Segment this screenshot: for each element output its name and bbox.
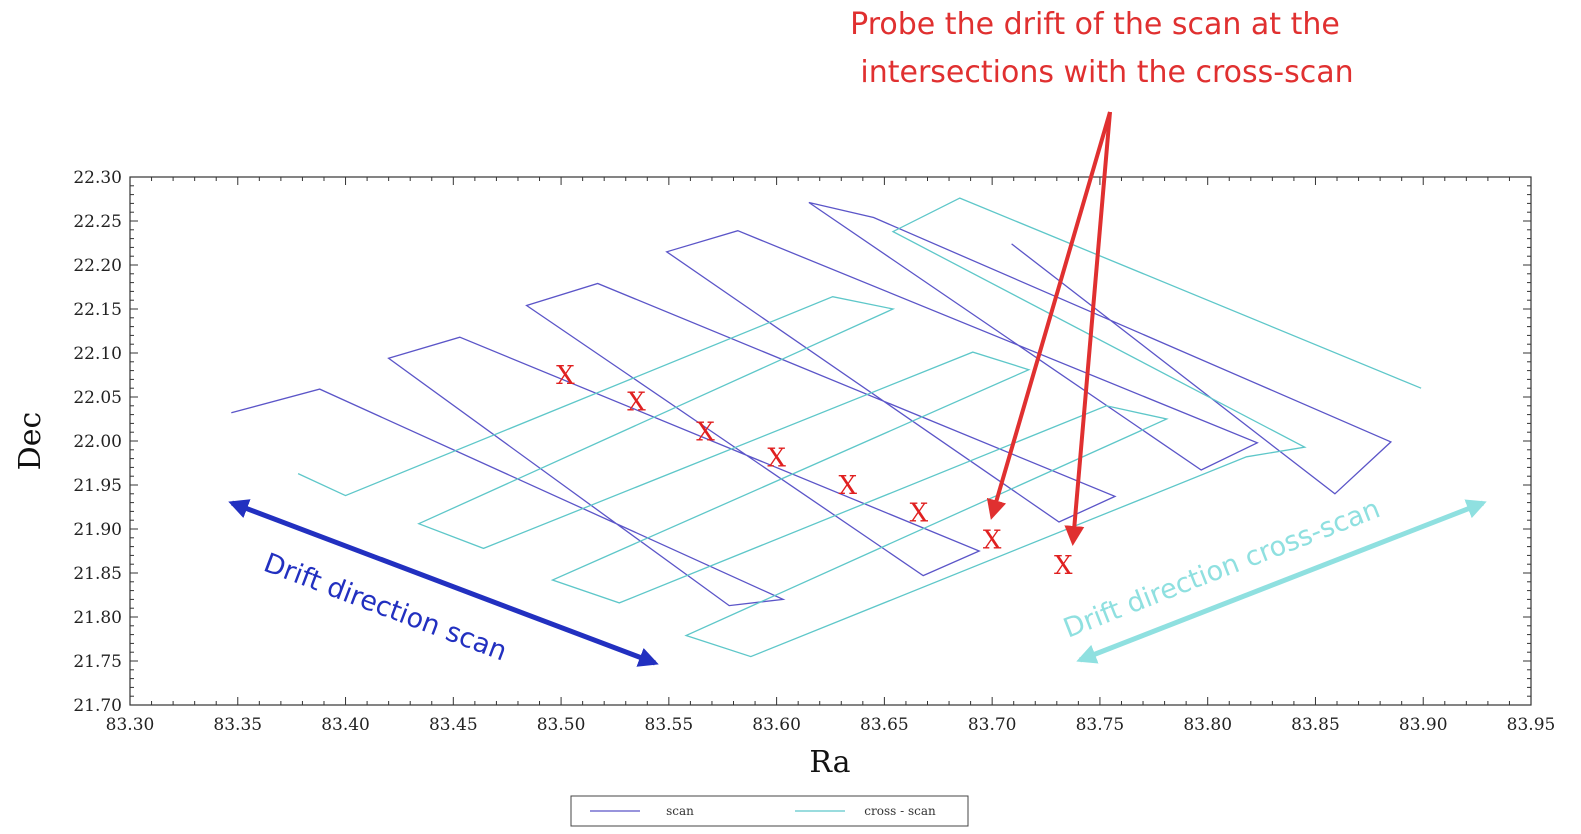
y-tick-label: 22.15 — [73, 300, 122, 320]
intersection-marker: X — [696, 417, 715, 447]
x-tick-label: 83.70 — [968, 715, 1017, 735]
y-tick-label: 22.00 — [73, 432, 122, 452]
y-tick-label: 21.70 — [73, 696, 122, 716]
intersection-markers: X X X X X X X X — [556, 361, 1073, 581]
drift-cross-scan-arrow — [1076, 499, 1487, 664]
legend: scan cross - scan — [570, 795, 969, 827]
x-tick-label: 83.35 — [213, 715, 262, 735]
y-tick-label: 22.25 — [73, 212, 122, 232]
x-tick-label: 83.80 — [1183, 715, 1232, 735]
y-axis-ticks: 21.70 21.75 21.80 21.85 21.90 21.95 22.00 22.05… — [73, 168, 1531, 716]
y-axis-label: Dec — [13, 412, 48, 471]
probe-arrow-right — [1064, 111, 1112, 546]
y-tick-label: 22.05 — [73, 388, 122, 408]
x-tick-label: 83.45 — [429, 715, 478, 735]
x-tick-label: 83.95 — [1507, 715, 1556, 735]
y-tick-label: 22.20 — [73, 256, 122, 276]
intersection-marker: X — [767, 444, 786, 474]
intersection-marker: X — [983, 526, 1002, 556]
x-tick-label: 83.30 — [106, 715, 155, 735]
intersection-marker: X — [627, 387, 646, 417]
x-tick-label: 83.90 — [1399, 715, 1448, 735]
probe-annotation-line2: intersections with the cross-scan — [860, 55, 1353, 90]
probe-arrow-left — [986, 111, 1112, 520]
legend-cross-scan-label: cross - scan — [864, 804, 936, 818]
plot-frame — [129, 176, 1532, 706]
x-tick-label: 83.65 — [860, 715, 909, 735]
probe-annotation-line1: Probe the drift of the scan at the — [850, 7, 1340, 42]
y-tick-label: 22.30 — [73, 168, 122, 188]
y-tick-label: 21.75 — [73, 652, 122, 672]
x-tick-label: 83.85 — [1291, 715, 1340, 735]
intersection-marker: X — [1054, 551, 1073, 581]
intersection-marker: X — [910, 498, 929, 528]
x-tick-label: 83.55 — [645, 715, 694, 735]
x-tick-label: 83.75 — [1076, 715, 1125, 735]
intersection-marker: X — [838, 471, 857, 501]
y-tick-label: 21.80 — [73, 608, 122, 628]
drift-scan-arrow — [228, 499, 659, 667]
x-axis-ticks: 83.30 83.35 83.40 83.45 83.50 83.55 83.60 83.65… — [106, 177, 1556, 735]
y-tick-label: 22.10 — [73, 344, 122, 364]
x-tick-label: 83.60 — [752, 715, 801, 735]
x-tick-label: 83.50 — [537, 715, 586, 735]
x-axis-label: Ra — [809, 745, 850, 780]
y-tick-label: 21.95 — [73, 476, 122, 496]
intersection-marker: X — [556, 361, 575, 391]
y-tick-label: 21.90 — [73, 520, 122, 540]
legend-scan-label: scan — [666, 804, 694, 818]
y-tick-label: 21.85 — [73, 564, 122, 584]
x-tick-label: 83.40 — [321, 715, 370, 735]
